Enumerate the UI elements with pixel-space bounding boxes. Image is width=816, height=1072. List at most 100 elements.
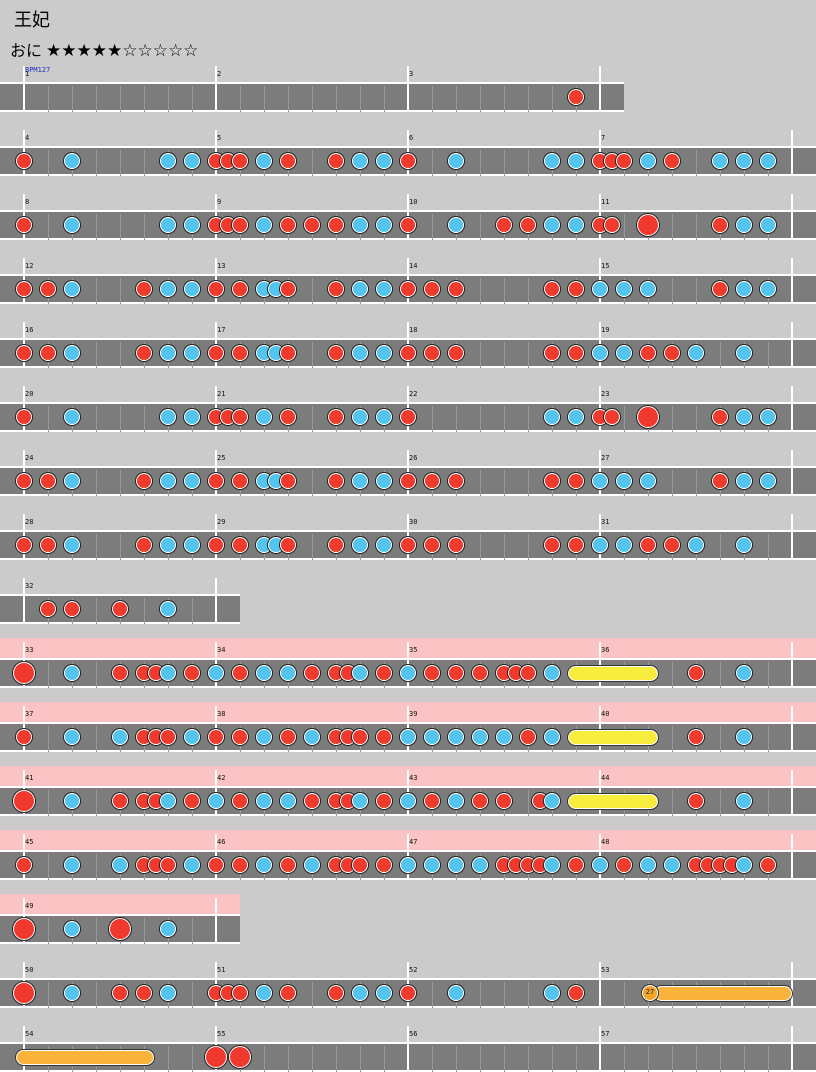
don-note — [424, 281, 440, 297]
don-note — [400, 985, 416, 1001]
don-note — [664, 537, 680, 553]
bpm-marker: BPM127 — [25, 66, 51, 74]
don-note — [136, 281, 152, 297]
ka-note — [400, 729, 416, 745]
ka-note — [616, 345, 632, 361]
measure-number: 34 — [217, 646, 226, 654]
don-note — [40, 281, 56, 297]
measure-line — [215, 66, 217, 112]
beat-line — [192, 1046, 193, 1072]
measure-line — [215, 898, 217, 944]
beat-line — [528, 342, 529, 368]
ka-note — [424, 729, 440, 745]
beat-line — [48, 86, 49, 112]
beat-line — [48, 790, 49, 816]
note-lane — [0, 82, 624, 112]
don-note — [232, 729, 248, 745]
beat-line — [648, 1046, 649, 1072]
measure-line — [23, 578, 25, 624]
measure-number: 24 — [25, 454, 34, 462]
measure-number: 31 — [601, 518, 610, 526]
beat-line — [456, 1046, 457, 1072]
beat-line — [48, 982, 49, 1008]
beat-line — [312, 86, 313, 112]
ka-note — [568, 217, 584, 233]
ka-note — [400, 793, 416, 809]
don-note — [568, 89, 584, 105]
ka-note — [160, 921, 176, 937]
beat-line — [768, 662, 769, 688]
don-note — [184, 793, 200, 809]
beat-line — [48, 854, 49, 880]
beat-line — [552, 1046, 553, 1072]
ka-note — [160, 473, 176, 489]
drumroll-bar — [568, 729, 659, 745]
beat-line — [528, 278, 529, 304]
ka-note — [256, 793, 272, 809]
don-note — [136, 473, 152, 489]
don-note — [304, 217, 320, 233]
beat-line — [240, 86, 241, 112]
big-don-note — [13, 662, 35, 684]
measure-line — [599, 770, 601, 816]
ka-note — [256, 409, 272, 425]
measure-number: 49 — [25, 902, 34, 910]
ka-note — [64, 793, 80, 809]
measure-number: 41 — [25, 774, 34, 782]
big-don-note — [109, 918, 131, 940]
drumroll-bar — [568, 665, 659, 681]
don-note — [712, 409, 728, 425]
ka-note — [352, 281, 368, 297]
big-don-note — [637, 214, 659, 236]
beat-line — [48, 918, 49, 944]
ka-note — [400, 665, 416, 681]
don-note — [40, 345, 56, 361]
don-note — [280, 473, 296, 489]
don-note — [16, 409, 32, 425]
don-note — [400, 537, 416, 553]
ka-note — [688, 345, 704, 361]
measure-line — [791, 514, 793, 560]
ka-note — [736, 793, 752, 809]
don-note — [280, 217, 296, 233]
ka-note — [160, 985, 176, 1001]
ka-note — [184, 473, 200, 489]
don-note — [232, 153, 248, 169]
ka-note — [352, 153, 368, 169]
measure-number: 40 — [601, 710, 610, 718]
ka-note — [448, 793, 464, 809]
beat-line — [192, 598, 193, 624]
ka-note — [448, 985, 464, 1001]
don-note — [352, 729, 368, 745]
ka-note — [64, 985, 80, 1001]
measure-line — [791, 834, 793, 880]
measure-line — [599, 962, 601, 1008]
beat-line — [288, 86, 289, 112]
big-don-note — [13, 918, 35, 940]
don-note — [400, 473, 416, 489]
ka-note — [64, 665, 80, 681]
don-note — [208, 857, 224, 873]
beat-line — [624, 406, 625, 432]
ka-note — [544, 217, 560, 233]
measure-number: 17 — [217, 326, 226, 334]
beat-line — [720, 534, 721, 560]
measure-number: 3 — [409, 70, 414, 78]
don-note — [232, 473, 248, 489]
beat-line — [432, 86, 433, 112]
beat-line — [432, 1046, 433, 1072]
don-note — [472, 793, 488, 809]
ka-note — [280, 665, 296, 681]
don-note — [424, 665, 440, 681]
ka-note — [376, 345, 392, 361]
ka-note — [160, 601, 176, 617]
don-note — [112, 601, 128, 617]
ka-note — [64, 473, 80, 489]
beat-line — [504, 342, 505, 368]
measure-number: 14 — [409, 262, 418, 270]
don-note — [496, 793, 512, 809]
ka-note — [352, 345, 368, 361]
beat-line — [312, 982, 313, 1008]
beat-line — [96, 214, 97, 240]
beat-line — [456, 406, 457, 432]
